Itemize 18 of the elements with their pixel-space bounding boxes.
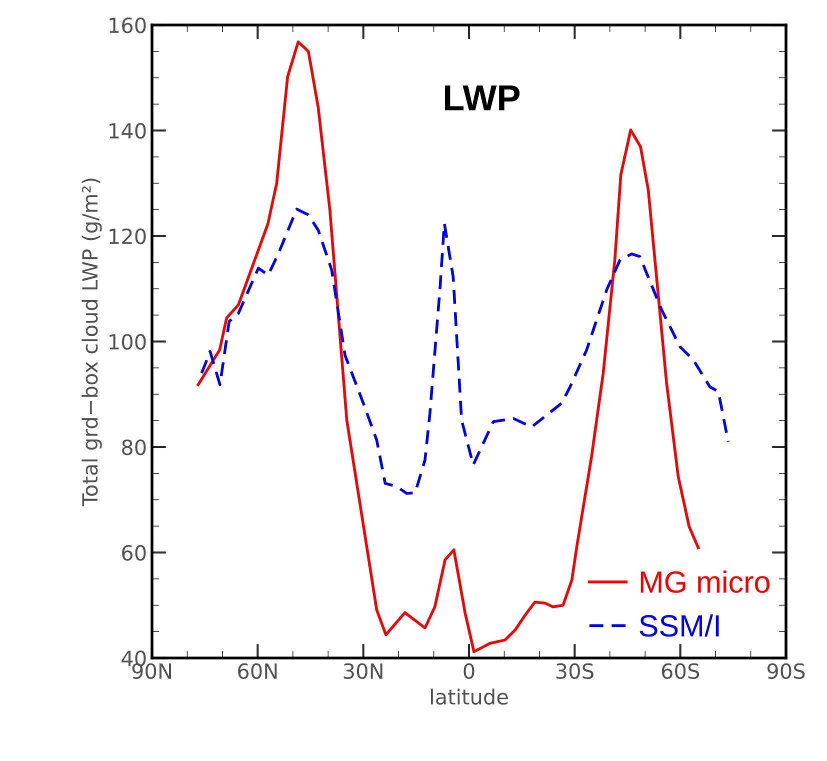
- x-tick-label: 0: [464, 663, 474, 679]
- y-tick-label: 60: [122, 544, 146, 561]
- x-tick-label: 90S: [767, 663, 805, 679]
- y-axis-title: Total grd−box cloud LWP (g/m²): [82, 178, 102, 506]
- x-tick-label: 30N: [344, 663, 382, 679]
- x-axis-title: latitude: [431, 688, 508, 705]
- y-tick-label: 120: [110, 228, 146, 244]
- legend-label: MG micro: [640, 570, 770, 593]
- y-tick-label: 100: [110, 334, 146, 350]
- y-tick-label: 160: [110, 17, 146, 34]
- y-tick-label: 80: [122, 439, 146, 456]
- y-tick-label: 140: [110, 122, 146, 139]
- x-tick-label: 30S: [556, 663, 594, 679]
- x-tick-label: 60N: [238, 663, 277, 679]
- text: LWP: [444, 85, 520, 110]
- line-series: [200, 208, 730, 495]
- legend-label: SSM/I: [640, 614, 719, 637]
- x-tick-label: 60S: [662, 663, 700, 679]
